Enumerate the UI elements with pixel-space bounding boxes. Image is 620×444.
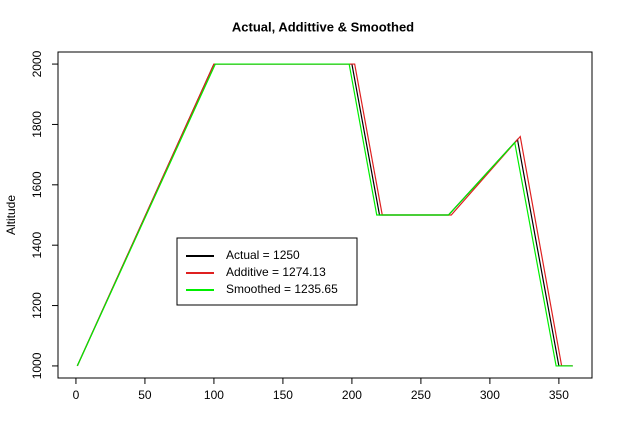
x-tick-label: 150 [273, 388, 293, 402]
x-tick-label: 250 [411, 388, 431, 402]
series-line [76, 63, 573, 367]
x-tick-label: 50 [138, 388, 152, 402]
y-tick-label: 1000 [30, 352, 44, 379]
legend-box [176, 237, 358, 306]
x-tick-label: 300 [480, 388, 500, 402]
y-tick-label: 1400 [30, 232, 44, 259]
legend-label: Actual = 1250 [226, 248, 300, 262]
plot-frame [57, 51, 593, 379]
chart-title: Actual, Addittive & Smoothed [232, 19, 414, 34]
y-tick-label: 1200 [30, 292, 44, 319]
legend-label: Additive = 1274.13 [226, 265, 326, 279]
series-line [76, 63, 573, 367]
legend-label: Smoothed = 1235.65 [226, 282, 338, 296]
y-tick-label: 2000 [30, 50, 44, 77]
x-tick-label: 350 [549, 388, 569, 402]
x-tick-label: 200 [342, 388, 362, 402]
y-tick-label: 1600 [30, 171, 44, 198]
series-line [76, 63, 573, 367]
x-tick-label: 0 [73, 388, 80, 402]
y-tick-label: 1800 [30, 111, 44, 138]
y-axis-label: Altitude [4, 195, 18, 235]
x-tick-label: 100 [204, 388, 224, 402]
